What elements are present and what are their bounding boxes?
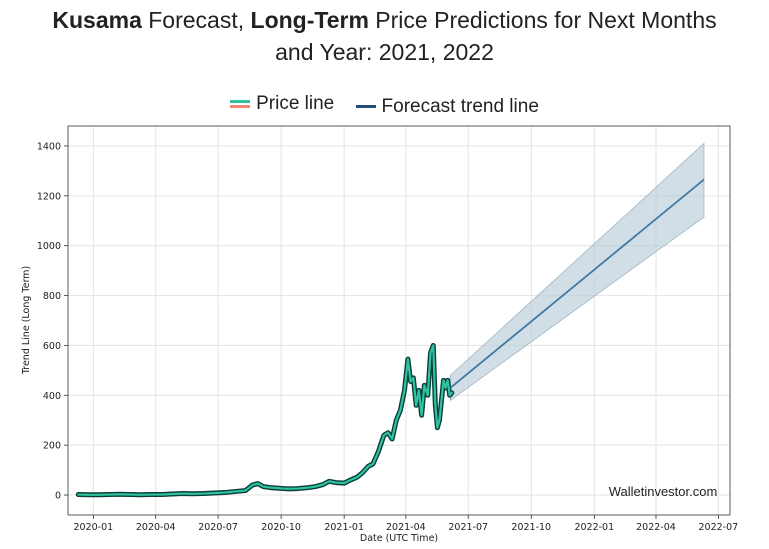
title-text-b: Price Predictions for Next Months [368,7,717,33]
x-tick-label: 2021-01 [324,522,364,533]
forecast-confidence-band [449,142,705,402]
y-tick-label: 400 [43,391,61,402]
y-axis-ticks: 0 200 400 600 800 1000 1200 1400 [37,141,68,502]
y-tick-label: 600 [43,341,61,352]
y-tick-label: 0 [55,491,61,502]
title-line-1: Kusama Forecast, Long-Term Price Predict… [0,4,769,36]
x-tick-label: 2020-10 [261,522,301,533]
title-text-a: Forecast, [141,7,251,33]
y-tick-label: 800 [43,291,61,302]
y-axis-label: Trend Line (Long Term) [21,266,32,375]
legend-item-trend[interactable]: Forecast trend line [355,95,539,118]
x-tick-label: 2021-10 [511,522,551,533]
y-tick-label: 1000 [37,241,61,252]
title-line-2: and Year: 2021, 2022 [275,39,494,65]
title-coin-name: Kusama [52,7,142,33]
x-tick-label: 2022-07 [698,522,738,533]
x-tick-label: 2022-01 [574,522,614,533]
trend-line-swatch-icon [355,105,376,108]
legend-label-trend: Forecast trend line [381,95,539,117]
x-axis-label: Date (UTC Time) [360,533,438,544]
title-term: Long-Term [250,7,369,33]
legend-label-price: Price line [256,93,335,114]
legend-item-price[interactable]: Price line [230,93,334,115]
y-tick-label: 1200 [37,191,61,202]
x-tick-label: 2020-04 [136,522,176,533]
watermark: Walletinvestor.com [609,484,718,499]
x-tick-label: 2021-04 [386,522,426,533]
forecast-band-layer [449,142,705,402]
page-title: Kusama Forecast, Long-Term Price Predict… [0,4,769,68]
price-line-swatch-icon [230,100,251,108]
price-line [77,344,453,496]
x-tick-label: 2022-04 [636,522,676,533]
y-tick-label: 200 [43,441,61,452]
chart-legend: Price line Forecast trend line [0,92,769,118]
x-tick-label: 2020-07 [198,522,238,533]
x-tick-label: 2020-01 [74,522,114,533]
chart-grid [68,126,730,515]
forecast-trend-line [449,178,705,389]
plot-frame [67,125,731,516]
series-layer [75,178,705,498]
x-axis-ticks: 2020-01 2020-04 2020-07 2020-10 2021-01 2021-… [74,515,738,533]
y-tick-label: 1400 [37,141,61,152]
x-tick-label: 2021-07 [448,522,488,533]
